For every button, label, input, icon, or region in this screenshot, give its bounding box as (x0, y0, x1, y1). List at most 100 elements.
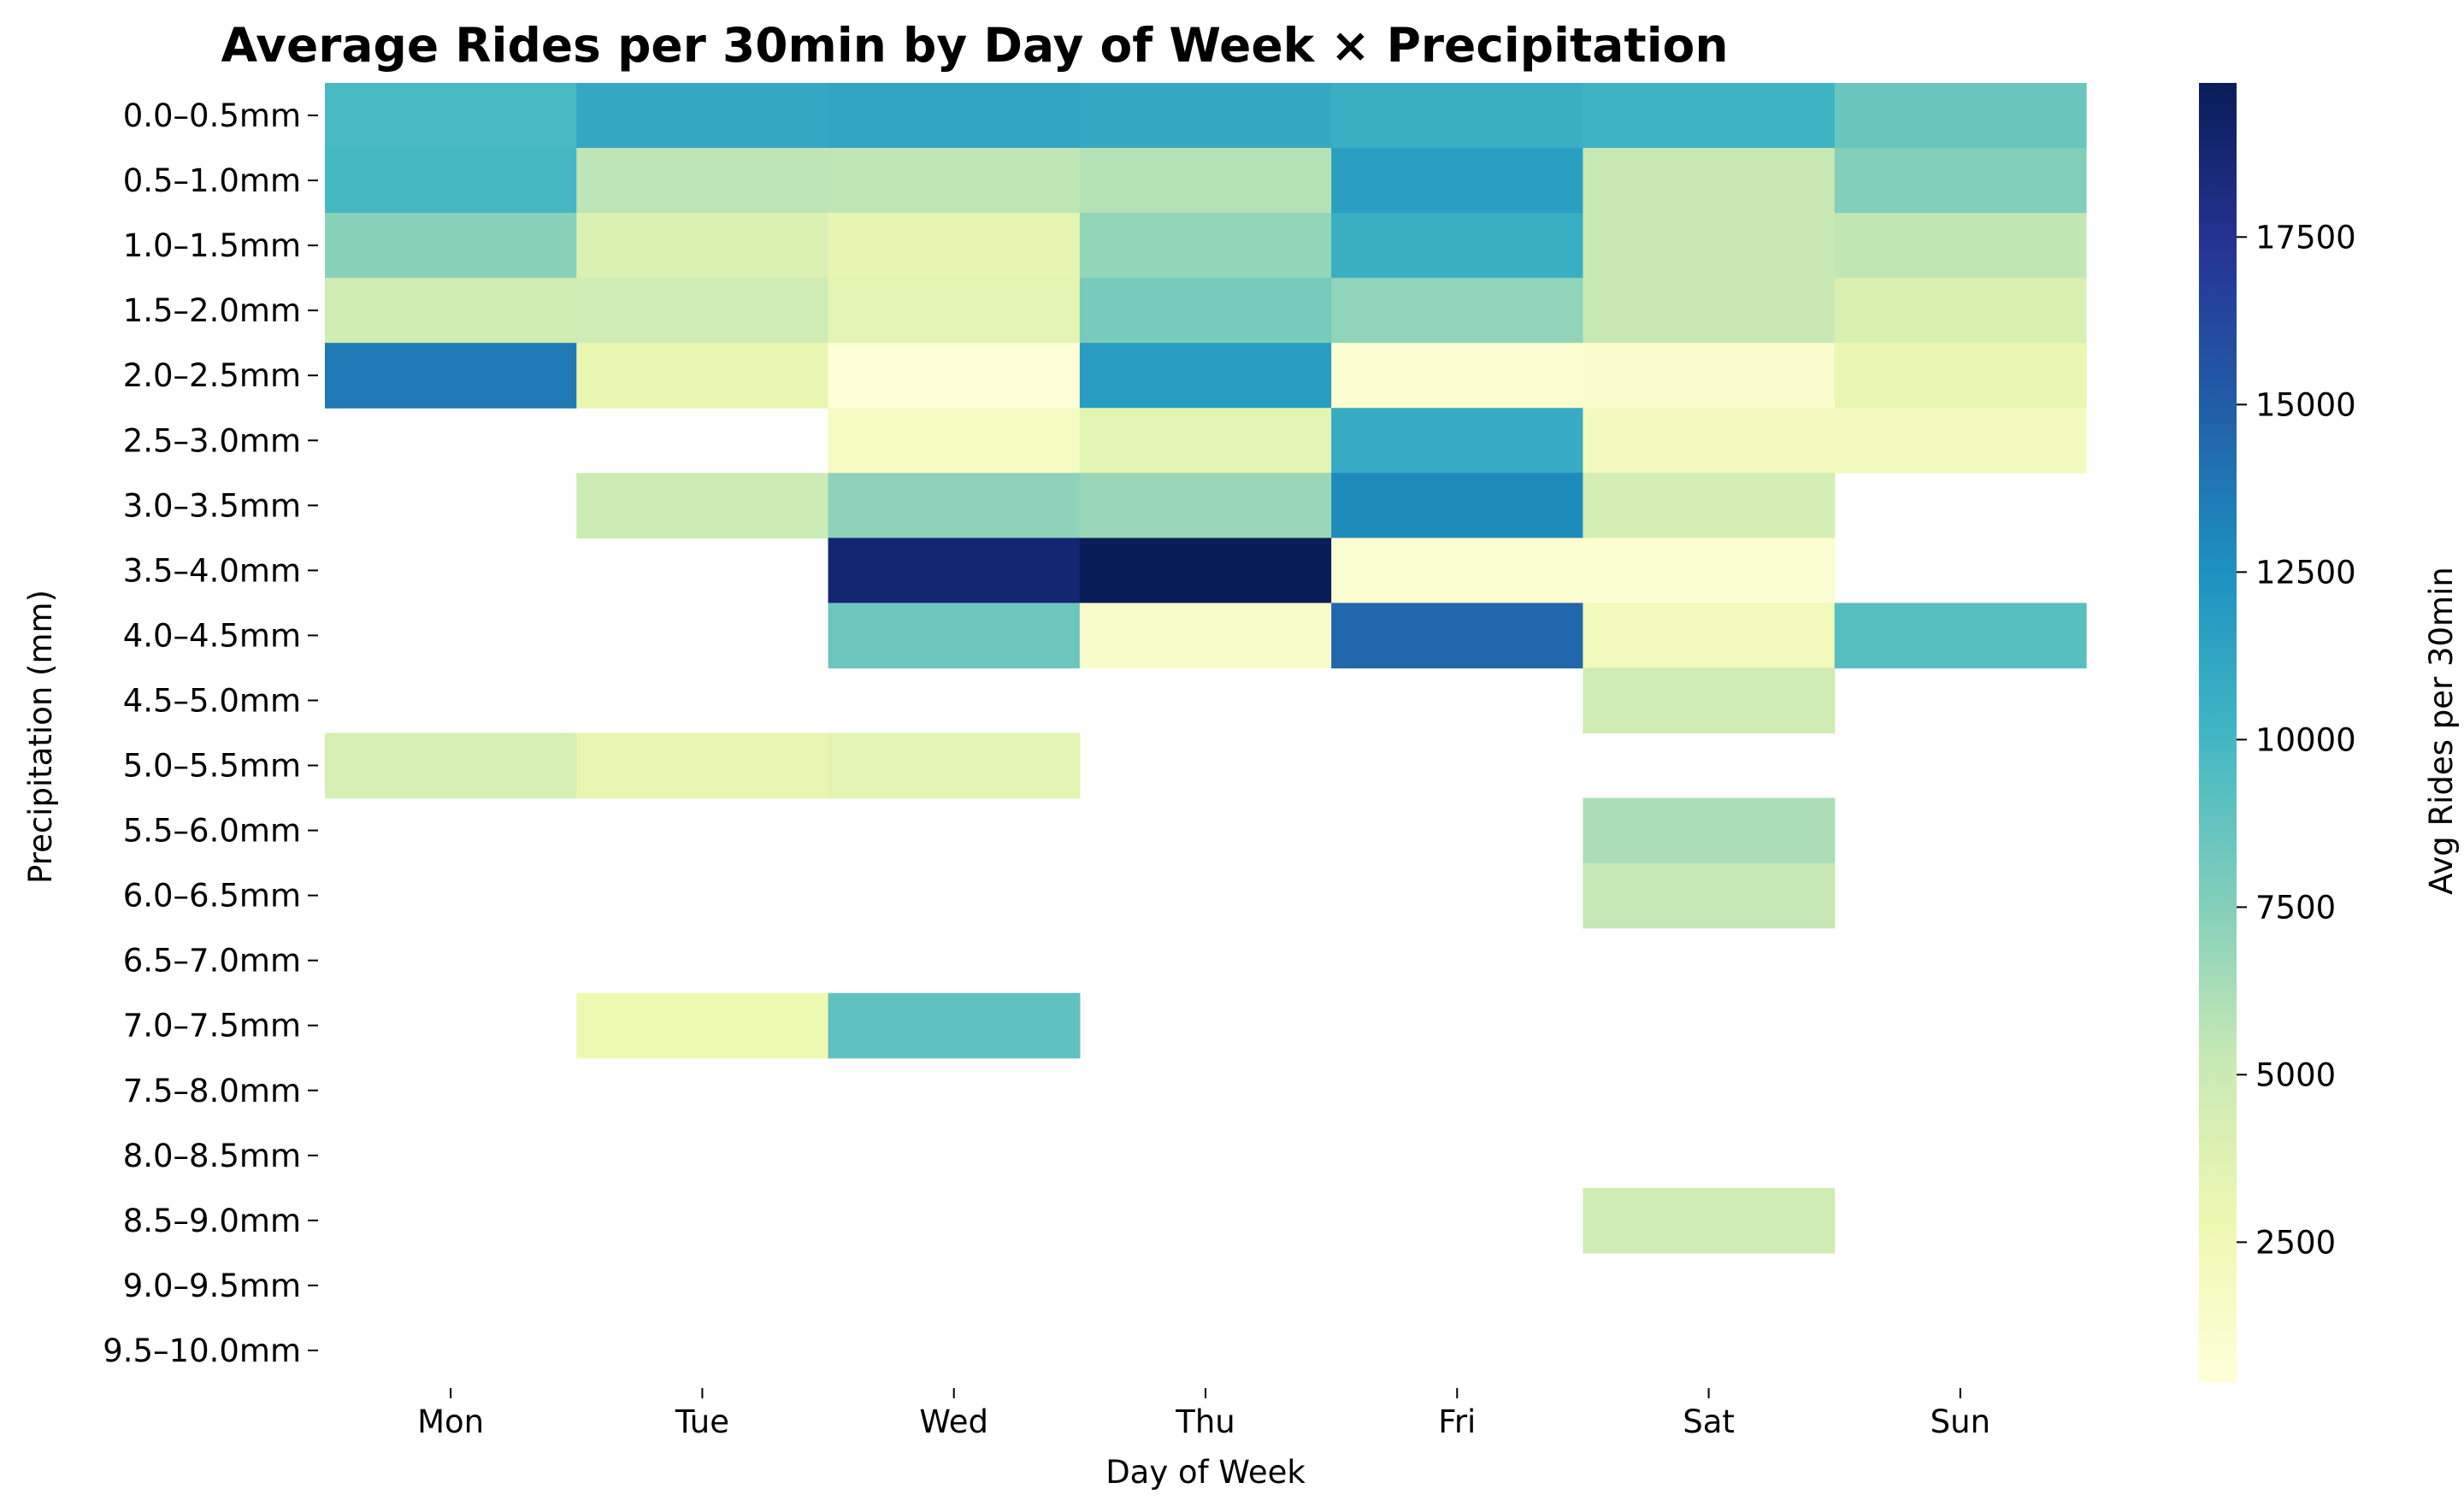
heatmap-cell (576, 83, 829, 149)
colorbar-tick-label: 5000 (2255, 1056, 2336, 1093)
y-tick-label: 0.0–0.5mm (123, 97, 301, 134)
y-tick-label: 0.5–1.0mm (123, 162, 301, 199)
y-tick-label: 3.5–4.0mm (123, 552, 301, 589)
x-tick-labels: Mon Tue Wed Thu Fri Sat Sun (417, 1388, 1990, 1440)
heatmap-cell (828, 148, 1081, 214)
heatmap-cell (828, 408, 1081, 474)
heatmap-cell (828, 538, 1081, 603)
heatmap-cell (1079, 83, 1332, 149)
heatmap-cell (1079, 603, 1332, 669)
heatmap-cell (1834, 278, 2087, 344)
x-tick-label: Wed (919, 1403, 988, 1440)
y-tick-label: 6.5–7.0mm (123, 943, 301, 980)
x-axis-label: Day of Week (1105, 1454, 1306, 1491)
heatmap-cell (576, 343, 829, 409)
x-tick-label: Thu (1175, 1403, 1235, 1440)
heatmap-cell (828, 83, 1081, 149)
heatmap-cell (1079, 148, 1332, 214)
y-tick-label: 5.0–5.5mm (123, 748, 301, 785)
heatmap-cell (1834, 148, 2087, 214)
y-tick-label: 8.0–8.5mm (123, 1138, 301, 1174)
heatmap-cell (325, 83, 577, 149)
colorbar-tick-label: 2500 (2255, 1224, 2336, 1261)
heatmap-cell (1079, 408, 1332, 474)
heatmap-cell (1834, 343, 2087, 409)
heatmap-cell (1079, 343, 1332, 409)
y-tick-labels: 0.0–0.5mm 0.5–1.0mm 1.0–1.5mm 1.5–2.0mm 2.0–… (103, 97, 318, 1369)
colorbar-tick-label: 10000 (2255, 721, 2356, 758)
heatmap-cell (1331, 538, 1584, 603)
heatmap-cell (1583, 1187, 1836, 1254)
heatmap-cell (828, 278, 1081, 344)
heatmap-cell (1583, 343, 1836, 409)
heatmap-cell (1583, 408, 1836, 474)
heatmap-cell (1583, 603, 1836, 669)
chart-title: Average Rides per 30min by Day of Week ×… (221, 18, 1728, 73)
heatmap-cell (325, 732, 577, 799)
heatmap-cell (1583, 538, 1836, 603)
heatmap-cell (1583, 213, 1836, 279)
heatmap-cell (828, 992, 1081, 1059)
heatmap-cell (1331, 213, 1584, 279)
heatmap-cell (828, 343, 1081, 409)
heatmap-cell (1331, 83, 1584, 149)
heatmap-cell (1834, 83, 2087, 149)
heatmap-cell (828, 732, 1081, 799)
y-tick-label: 9.0–9.5mm (123, 1268, 301, 1304)
y-tick-label: 7.0–7.5mm (123, 1008, 301, 1044)
heatmap-cell (1079, 473, 1332, 538)
y-tick-label: 2.5–3.0mm (123, 422, 301, 459)
y-tick-label: 4.5–5.0mm (123, 682, 301, 719)
x-tick-label: Tue (675, 1403, 729, 1440)
heatmap-cell (1331, 603, 1584, 669)
y-tick-label: 4.0–4.5mm (123, 617, 301, 654)
heatmap-cell (325, 148, 577, 214)
heatmap-cell (1331, 343, 1584, 409)
heatmap-cell (828, 213, 1081, 279)
heatmap-cell (1583, 473, 1836, 538)
heatmap-cell (1331, 473, 1584, 538)
heatmap-cell (1331, 148, 1584, 214)
heatmap-cells (325, 83, 2087, 1254)
colorbar (2199, 83, 2237, 1383)
heatmap-cell (1079, 213, 1332, 279)
heatmap-cell (1583, 668, 1836, 734)
heatmap-cell (1834, 603, 2087, 669)
y-tick-label: 5.5–6.0mm (123, 813, 301, 850)
heatmap-cell (1583, 148, 1836, 214)
heatmap-cell (576, 148, 829, 214)
y-tick-label: 3.0–3.5mm (123, 487, 301, 524)
heatmap-cell (1834, 408, 2087, 474)
heatmap-cell (576, 213, 829, 279)
y-tick-label: 9.5–10.0mm (103, 1333, 301, 1369)
colorbar-tick-label: 12500 (2255, 554, 2356, 591)
colorbar-label: Avg Rides per 30min (2423, 567, 2460, 895)
y-tick-label: 7.5–8.0mm (123, 1073, 301, 1109)
y-axis-label: Precipitation (mm) (22, 590, 59, 884)
heatmap-cell (828, 473, 1081, 538)
heatmap-cell (1583, 278, 1836, 344)
heatmap-cell (576, 473, 829, 538)
colorbar-tick-label: 17500 (2255, 219, 2356, 256)
heatmap-cell (325, 343, 577, 409)
heatmap-cell (576, 732, 829, 799)
heatmap-cell (576, 992, 829, 1059)
y-tick-label: 6.0–6.5mm (123, 878, 301, 915)
heatmap-cell (325, 278, 577, 344)
heatmap-cell (1331, 408, 1584, 474)
x-tick-label: Mon (417, 1403, 484, 1440)
heatmap-cell (1834, 213, 2087, 279)
heatmap-cell (1583, 83, 1836, 149)
y-tick-label: 1.5–2.0mm (123, 292, 301, 329)
colorbar-tick-label: 7500 (2255, 889, 2336, 926)
heatmap-cell (1079, 538, 1332, 603)
heatmap-cell (1583, 797, 1836, 864)
heatmap-cell (1079, 278, 1332, 344)
y-tick-label: 8.5–9.0mm (123, 1203, 301, 1239)
x-tick-label: Fri (1438, 1403, 1476, 1440)
colorbar-tick-label: 15000 (2255, 386, 2356, 423)
heatmap-cell (1331, 278, 1584, 344)
x-tick-label: Sun (1931, 1403, 1990, 1440)
colorbar-ticks: 2500 5000 7500 10000 12500 15000 17500 (2237, 219, 2356, 1261)
